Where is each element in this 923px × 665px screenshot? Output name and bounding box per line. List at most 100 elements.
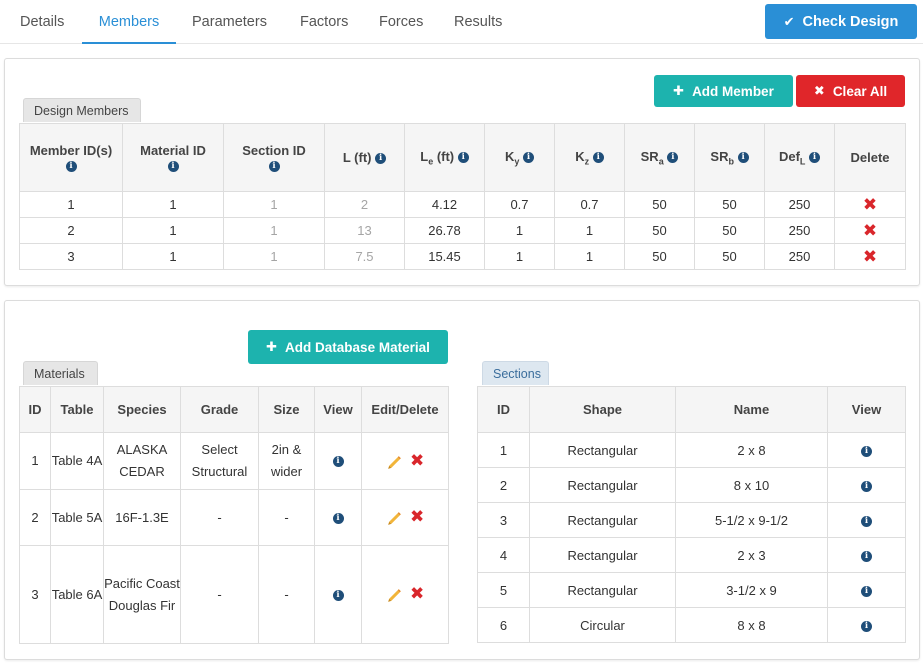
sections-label: Sections <box>482 361 549 385</box>
srb-cell[interactable]: 50 <box>694 191 765 218</box>
info-icon[interactable]: i <box>861 445 872 457</box>
srb-header: SRb i <box>694 123 765 192</box>
sra-cell[interactable]: 50 <box>624 191 695 218</box>
info-icon[interactable]: i <box>332 512 344 524</box>
effective-length-cell[interactable]: 4.12 <box>404 191 485 218</box>
member-id-cell[interactable]: 1 <box>19 191 123 218</box>
effective-length-cell[interactable]: 15.45 <box>404 243 485 270</box>
id-cell: 1 <box>477 432 530 468</box>
id-cell: 5 <box>477 572 530 608</box>
id-cell: 2 <box>19 489 51 546</box>
ky-cell[interactable]: 1 <box>484 217 555 244</box>
table-row: 3 Rectangular 5-1/2 x 9-1/2 i <box>477 502 906 538</box>
material-id-cell[interactable]: 1 <box>122 191 224 218</box>
info-icon[interactable]: i <box>667 151 679 163</box>
info-icon[interactable]: i <box>861 550 872 562</box>
delete-icon[interactable]: ✖ <box>409 507 425 526</box>
info-icon[interactable]: i <box>167 160 179 172</box>
add-database-material-label: Add Database Material <box>285 339 430 355</box>
pencil-icon[interactable] <box>386 510 403 527</box>
info-icon[interactable]: i <box>809 151 821 163</box>
table-row: 5 Rectangular 3-1/2 x 9 i <box>477 572 906 608</box>
tab-factors[interactable]: Factors <box>300 14 349 30</box>
info-icon[interactable]: i <box>457 151 469 163</box>
info-icon[interactable]: i <box>861 515 872 527</box>
material-id-cell[interactable]: 1 <box>122 217 224 244</box>
edit-delete-cell: ✖ <box>361 545 449 644</box>
materials-header-row: ID Table Species Grade Size View Edit/De… <box>19 386 449 433</box>
clear-all-button[interactable]: ✖ Clear All <box>796 75 905 107</box>
materials-label: Materials <box>23 361 98 385</box>
info-icon[interactable]: i <box>737 151 749 163</box>
id-cell: 3 <box>19 545 51 644</box>
tab-forces[interactable]: Forces <box>379 14 424 30</box>
info-icon[interactable]: i <box>523 151 535 163</box>
info-icon[interactable]: i <box>375 153 387 165</box>
defl-cell[interactable]: 250 <box>764 217 835 244</box>
effective-length-cell[interactable]: 26.78 <box>404 217 485 244</box>
delete-header: Delete <box>834 123 906 192</box>
delete-icon[interactable]: ✖ <box>862 220 878 240</box>
defl-cell[interactable]: 250 <box>764 191 835 218</box>
section-id-cell[interactable]: 1 <box>223 191 325 218</box>
grade-header: Grade <box>180 386 259 433</box>
grade-cell: Select Structural <box>180 432 259 490</box>
info-icon[interactable]: i <box>332 456 344 468</box>
pencil-icon[interactable] <box>386 454 403 471</box>
tab-parameters[interactable]: Parameters <box>192 14 267 30</box>
srb-cell[interactable]: 50 <box>694 217 765 244</box>
delete-cell: ✖ <box>834 217 906 244</box>
delete-cell: ✖ <box>834 191 906 218</box>
delete-icon[interactable]: ✖ <box>862 194 878 214</box>
srb-cell[interactable]: 50 <box>694 243 765 270</box>
kz-cell[interactable]: 1 <box>554 217 625 244</box>
table-header: Table <box>50 386 104 433</box>
table-row: 1 1 1 2 4.12 0.7 0.7 50 50 250 ✖ <box>19 191 906 218</box>
length-cell[interactable]: 2 <box>324 191 405 218</box>
edit-delete-header: Edit/Delete <box>361 386 449 433</box>
sra-cell[interactable]: 50 <box>624 243 695 270</box>
design-members-label: Design Members <box>23 98 141 122</box>
delete-icon[interactable]: ✖ <box>409 450 425 470</box>
ky-cell[interactable]: 1 <box>484 243 555 270</box>
info-icon[interactable]: i <box>861 585 872 597</box>
name-cell: 3-1/2 x 9 <box>675 572 828 608</box>
section-id-cell[interactable]: 1 <box>223 217 325 244</box>
member-id-cell[interactable]: 3 <box>19 243 123 270</box>
id-header: ID <box>19 386 51 433</box>
table-row: 3 1 1 7.5 15.45 1 1 50 50 250 ✖ <box>19 243 906 270</box>
check-design-button[interactable]: ✔ Check Design <box>765 4 917 39</box>
pencil-icon[interactable] <box>386 587 403 604</box>
add-member-button[interactable]: ✚ Add Member <box>654 75 793 107</box>
length-cell[interactable]: 7.5 <box>324 243 405 270</box>
shape-cell: Circular <box>529 607 676 643</box>
info-icon[interactable]: i <box>592 151 604 163</box>
view-cell: i <box>827 432 906 468</box>
add-database-material-button[interactable]: ✚ Add Database Material <box>248 330 448 364</box>
length-cell[interactable]: 13 <box>324 217 405 244</box>
member-id-cell[interactable]: 2 <box>19 217 123 244</box>
id-cell: 3 <box>477 502 530 538</box>
defl-cell[interactable]: 250 <box>764 243 835 270</box>
tab-members[interactable]: Members <box>82 14 176 44</box>
kz-cell[interactable]: 0.7 <box>554 191 625 218</box>
section-id-cell[interactable]: 1 <box>223 243 325 270</box>
info-icon[interactable]: i <box>861 480 872 492</box>
section-id-header: Section ID i <box>223 123 325 192</box>
ky-cell[interactable]: 0.7 <box>484 191 555 218</box>
edit-delete-cell: ✖ <box>361 432 449 490</box>
info-icon[interactable]: i <box>268 160 280 172</box>
info-icon[interactable]: i <box>332 589 344 601</box>
sra-cell[interactable]: 50 <box>624 217 695 244</box>
info-icon[interactable]: i <box>65 160 77 172</box>
delete-icon[interactable]: ✖ <box>862 246 878 266</box>
kz-cell[interactable]: 1 <box>554 243 625 270</box>
id-header: ID <box>477 386 530 433</box>
tab-results[interactable]: Results <box>454 14 503 30</box>
table-row: 4 Rectangular 2 x 3 i <box>477 537 906 573</box>
info-icon[interactable]: i <box>861 620 872 632</box>
tab-details[interactable]: Details <box>20 14 65 30</box>
view-cell: i <box>827 607 906 643</box>
material-id-cell[interactable]: 1 <box>122 243 224 270</box>
delete-icon[interactable]: ✖ <box>409 584 425 603</box>
